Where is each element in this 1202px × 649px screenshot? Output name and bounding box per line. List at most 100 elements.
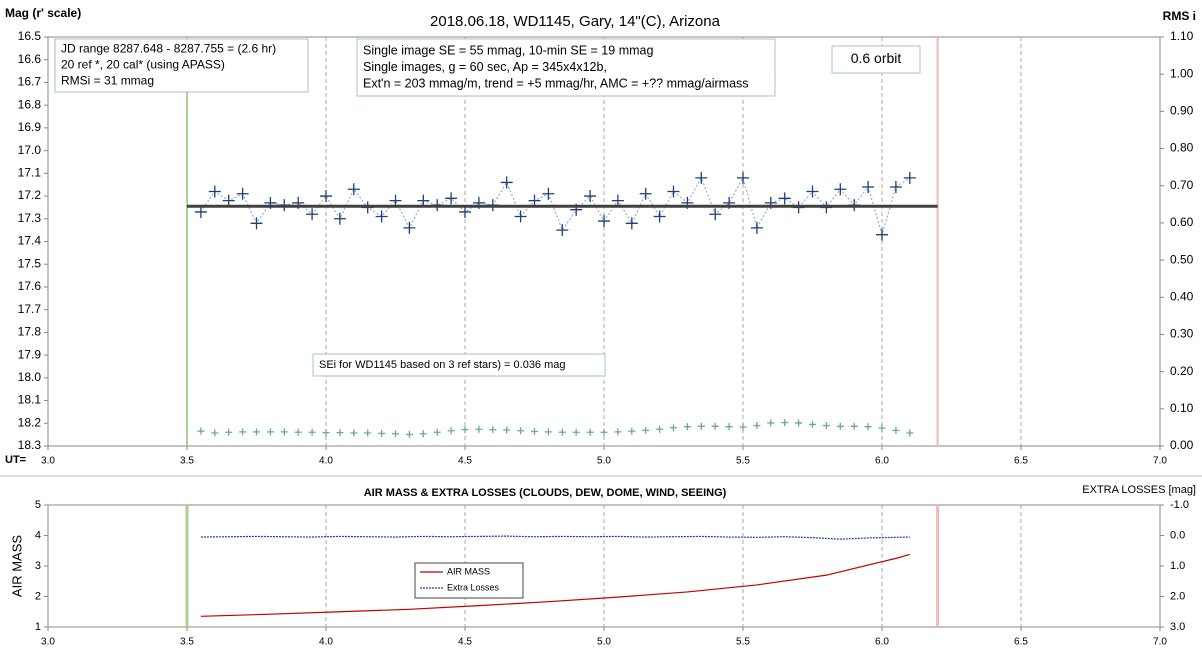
data-point	[611, 194, 624, 207]
data-point	[876, 228, 888, 241]
data-point	[225, 428, 233, 436]
data-point	[556, 224, 569, 237]
data-point	[544, 428, 552, 436]
data-point	[405, 430, 413, 438]
y-tick-label: 17.3	[18, 211, 42, 225]
chart-title: AIR MASS & EXTRA LOSSES (CLOUDS, DEW, DO…	[364, 487, 727, 499]
y-tick-label: 17.5	[18, 256, 42, 270]
data-point	[628, 427, 636, 435]
legend-box	[414, 562, 524, 599]
data-point	[586, 428, 594, 436]
data-point	[795, 419, 803, 427]
x-tick-label: 5.5	[736, 456, 750, 467]
data-point	[236, 187, 249, 200]
data-point	[306, 208, 319, 221]
data-point	[903, 171, 916, 184]
x-tick-label: 4.0	[319, 637, 333, 648]
data-point	[528, 194, 541, 207]
annotation-box	[54, 38, 309, 93]
data-point	[197, 427, 205, 435]
y2-tick-label: 1.10	[1170, 29, 1194, 43]
data-point	[667, 185, 680, 198]
data-point	[222, 194, 235, 207]
data-point	[389, 194, 402, 207]
y2-tick-label: 0.70	[1170, 178, 1194, 192]
data-point	[320, 190, 332, 203]
x-tick-label: 3.5	[180, 637, 194, 648]
x-tick-label: 7.0	[1153, 456, 1167, 467]
y-tick-label: 17.6	[18, 279, 42, 293]
y2-tick-label: 0.60	[1170, 215, 1194, 229]
y-tick-label: 18.1	[18, 393, 42, 407]
y-tick-label: 5	[35, 499, 41, 511]
y-tick-label: 17.2	[18, 188, 42, 202]
y-tick-label: 16.7	[18, 75, 42, 89]
data-point	[280, 428, 288, 436]
data-point	[558, 428, 566, 436]
data-point	[598, 215, 610, 228]
data-point	[906, 429, 914, 437]
data-point	[503, 426, 511, 434]
annotation-text: Single images, g = 60 sec, Ap = 345x4x12…	[363, 60, 607, 74]
data-point	[653, 210, 666, 223]
annotation-text: 20 ref *, 20 cal* (using APASS)	[61, 58, 225, 72]
y2-tick-label: 0.90	[1170, 104, 1194, 118]
y2-tick-label: 0.50	[1170, 252, 1194, 266]
data-point	[459, 205, 471, 218]
data-point	[350, 429, 358, 437]
annotation-text: Single image SE = 55 mmag, 10-min SE = 1…	[363, 43, 653, 57]
data-point	[433, 428, 441, 436]
data-point	[333, 212, 346, 225]
annotation-text: RMSi = 31 mmag	[61, 74, 154, 88]
y2-tick-label: 0.80	[1170, 141, 1194, 155]
data-point	[445, 192, 458, 205]
x-axis-label: UT=	[5, 454, 26, 466]
data-point	[419, 430, 427, 438]
x-tick-label: 5.0	[597, 456, 611, 467]
y-axis-label: AIR MASS	[9, 535, 24, 597]
data-point	[656, 425, 664, 433]
data-point	[834, 183, 847, 196]
annotation-box	[831, 45, 921, 74]
y-tick-label: 18.2	[18, 415, 42, 429]
annotation-box	[356, 38, 776, 97]
plot-area	[47, 504, 1161, 628]
y-tick-label: 16.9	[18, 120, 42, 134]
data-point	[836, 422, 844, 430]
data-point	[822, 422, 830, 430]
y-tick-label: 18.0	[18, 370, 42, 384]
x-tick-label: 5.0	[597, 637, 611, 648]
x-tick-label: 7.0	[1153, 637, 1167, 648]
y2-tick-label: 1.00	[1170, 66, 1194, 80]
y2-tick-label: 0.0	[1170, 529, 1185, 541]
data-point	[417, 194, 430, 207]
data-point	[683, 423, 691, 431]
annotation-text: 0.6 orbit	[851, 50, 902, 66]
data-point	[294, 428, 302, 436]
annotation-text: JD range 8287.648 - 8287.755 = (2.6 hr)	[61, 42, 276, 56]
chart-title: 2018.06.18, WD1145, Gary, 14"(C), Arizon…	[430, 13, 721, 30]
y-tick-label: 16.6	[18, 52, 42, 66]
y-tick-label: 17.1	[18, 166, 42, 180]
data-point	[862, 180, 875, 193]
data-point	[767, 419, 775, 427]
x-tick-label: 3.5	[180, 456, 194, 467]
y-tick-label: 17.0	[18, 143, 42, 157]
x-tick-label: 4.5	[458, 456, 472, 467]
data-point	[889, 180, 902, 193]
y-tick-label: 17.4	[18, 234, 42, 248]
y2-tick-label: 0.10	[1170, 401, 1194, 415]
data-point	[850, 422, 858, 430]
series-line	[200, 535, 910, 540]
y2-tick-label: 0.30	[1170, 327, 1194, 341]
data-point	[531, 427, 538, 435]
y2-tick-label: -1.0	[1170, 499, 1189, 511]
data-point	[625, 217, 638, 230]
data-point	[709, 208, 722, 221]
data-point	[806, 185, 819, 198]
data-point	[642, 426, 650, 434]
data-point	[711, 422, 719, 430]
data-point	[239, 428, 247, 436]
data-point	[572, 428, 580, 436]
